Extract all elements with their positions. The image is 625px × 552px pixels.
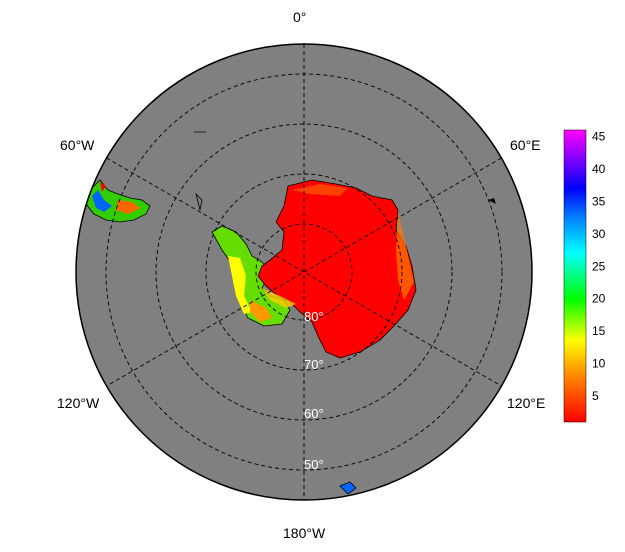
lat-label-60: 60° [304,406,324,421]
colorbar-tick-label: 20 [592,292,606,306]
colorbar-tick-label: 25 [592,259,606,273]
island-southern-georgia [339,481,357,495]
ice-sheet-edge-orange-2 [292,184,348,196]
colorbar-tick-label: 5 [592,389,599,403]
lon-label-120w: 120°W [57,395,100,411]
colorbar-tick-label: 15 [592,324,606,338]
island-small-1 [488,198,496,204]
lat-circle-60 [155,123,453,421]
lat-label-70: 70° [304,357,324,372]
colorbar-tick-label: 30 [592,227,606,241]
island-small-2 [195,192,203,211]
colorbar-tick-label: 40 [592,162,606,176]
south-america-detail-3 [100,182,106,192]
lat-circle-70 [205,173,403,371]
meridian-60w-120e [106,157,502,387]
peninsula-yellow [228,256,252,314]
ice-sheet-edge-yellow [262,288,296,308]
south-america-detail-2 [116,200,140,214]
lat-label-50: 50° [304,457,324,472]
colorbar-tick-label: 45 [592,129,606,143]
meridian-60e-120w [106,157,502,387]
lon-label-60e: 60°E [510,137,541,153]
lat-circle-80 [255,223,353,321]
graticule [105,44,503,500]
ice-sheet-edge-orange [396,212,414,300]
colorbar-tick-label: 10 [592,357,606,371]
lat-label-80: 80° [304,309,324,324]
south-america-detail [92,190,112,212]
colorbar-gradient [563,129,587,423]
peninsula-orange [250,300,272,322]
lon-label-180w: 180°W [283,525,326,541]
lon-label-60w: 60°W [60,137,95,153]
colorbar-tick-label: 35 [592,194,606,208]
colorbar-ticks: 5 10 15 20 25 30 35 40 45 [592,129,606,403]
map-border [75,43,533,501]
lon-label-120e: 120°E [507,395,545,411]
colorbar: 5 10 15 20 25 30 35 40 45 [563,129,606,423]
lon-label-0: 0° [293,9,306,25]
